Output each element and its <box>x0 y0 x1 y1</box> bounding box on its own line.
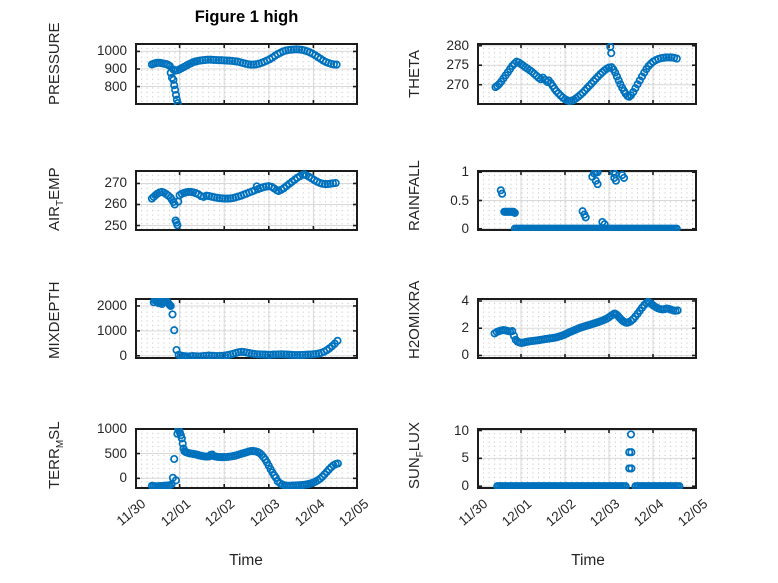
y-axis-label-terrmsl: TERRMSL <box>46 421 66 489</box>
x-tick-label: 12/02 <box>202 496 238 530</box>
y-tick-label-airtemp: 270 <box>104 175 127 191</box>
x-tick-label: 11/30 <box>455 496 491 529</box>
y-tick-label-h2omixra: 4 <box>461 292 469 308</box>
y-axis-label-mixdepth: MIXDEPTH <box>46 281 63 359</box>
x-axis-title-right: Time <box>571 552 605 569</box>
x-tick-label: 12/01 <box>499 496 535 530</box>
y-tick-label-mixdepth: 1000 <box>96 322 127 338</box>
x-tick-label: 12/03 <box>246 496 283 530</box>
y-axis-label-rainfall: RAINFALL <box>406 160 423 231</box>
data-series-pressure <box>147 45 341 105</box>
data-series-h2omixra <box>490 298 682 347</box>
x-axis-title-left: Time <box>229 552 263 569</box>
data-series-rainfall <box>496 170 681 231</box>
y-axis-label-theta: THETA <box>406 49 423 99</box>
y-tick-label-airtemp: 260 <box>104 196 127 212</box>
data-series-sunflux <box>493 430 684 489</box>
y-tick-label-sunflux: 10 <box>453 422 469 438</box>
y-tick-label-mixdepth: 2000 <box>96 297 127 313</box>
data-series-terrmsl <box>147 428 342 489</box>
data-series-theta <box>491 43 681 105</box>
y-tick-label-terrmsl: 1000 <box>96 420 127 436</box>
y-tick-label-rainfall: 0 <box>461 220 469 236</box>
y-tick-label-rainfall: 1 <box>461 164 469 180</box>
y-tick-label-theta: 270 <box>446 76 469 92</box>
x-tick-label: 12/03 <box>587 496 623 530</box>
subplot-mixdepth <box>135 298 358 359</box>
y-tick-label-theta: 280 <box>446 37 469 53</box>
x-tick-label: 12/05 <box>675 496 711 530</box>
subplot-airtemp <box>135 170 358 231</box>
x-tick-label: 12/05 <box>336 496 372 530</box>
subplot-terrmsl <box>135 428 358 489</box>
y-tick-label-terrmsl: 500 <box>104 445 127 461</box>
data-series-mixdepth <box>149 298 342 359</box>
x-tick-label: 12/01 <box>157 496 194 530</box>
y-tick-label-pressure: 900 <box>104 60 127 76</box>
subplot-sunflux <box>477 428 697 489</box>
y-tick-label-theta: 275 <box>446 57 469 73</box>
y-tick-label-terrmsl: 0 <box>119 470 127 486</box>
y-tick-label-airtemp: 250 <box>104 217 127 233</box>
y-tick-label-rainfall: 0.5 <box>450 192 469 208</box>
subplot-theta <box>477 43 697 105</box>
x-tick-label: 12/04 <box>291 496 328 530</box>
y-tick-label-mixdepth: 0 <box>119 347 127 363</box>
subplot-rainfall <box>477 170 697 231</box>
figure-title: Figure 1 high <box>194 8 299 26</box>
y-axis-label-pressure: PRESSURE <box>46 22 63 105</box>
y-axis-label-airtemp: AIRTEMP <box>46 167 66 231</box>
y-tick-label-sunflux: 5 <box>461 450 469 466</box>
y-tick-label-h2omixra: 0 <box>461 347 469 363</box>
subplot-h2omixra <box>477 298 697 359</box>
y-axis-label-sunflux: SUNFLUX <box>406 422 426 489</box>
y-tick-label-pressure: 800 <box>104 78 127 94</box>
x-tick-label: 11/30 <box>113 496 149 529</box>
x-tick-label: 12/04 <box>631 496 667 530</box>
y-tick-label-pressure: 1000 <box>96 43 127 59</box>
y-tick-label-sunflux: 0 <box>461 478 469 494</box>
y-axis-label-h2omixra: H2OMIXRA <box>406 280 423 359</box>
x-tick-label: 12/02 <box>543 496 579 530</box>
y-tick-label-h2omixra: 2 <box>461 320 469 336</box>
data-series-airtemp <box>147 170 340 230</box>
subplot-pressure <box>135 43 358 105</box>
